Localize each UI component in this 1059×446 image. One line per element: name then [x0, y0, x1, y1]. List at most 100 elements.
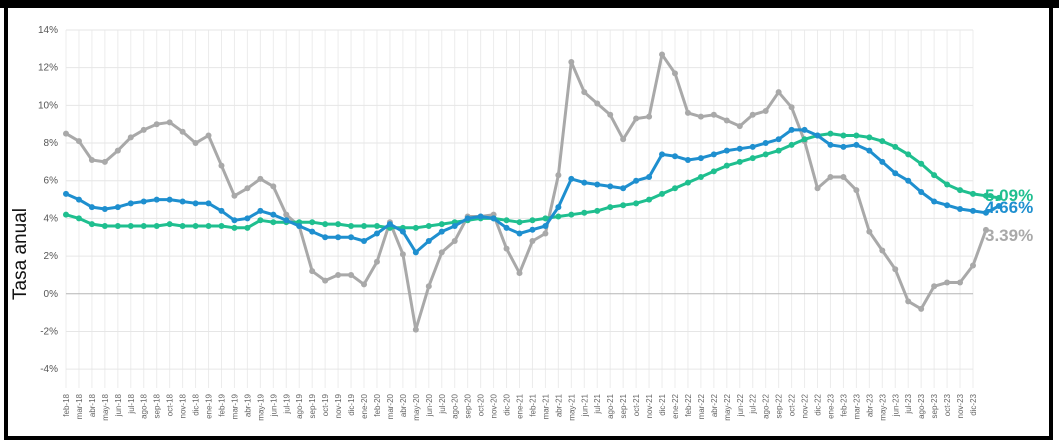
data-point: [309, 219, 316, 226]
data-point: [892, 143, 899, 150]
data-point: [244, 224, 251, 231]
data-point: [283, 217, 290, 224]
data-point: [153, 196, 160, 203]
data-point: [710, 111, 717, 118]
x-tick-label: mar-23: [852, 393, 861, 419]
data-point: [659, 151, 666, 158]
x-tick-label: jun-18: [114, 393, 123, 417]
x-tick-label: ago-20: [451, 393, 460, 418]
data-point: [775, 89, 782, 96]
data-point: [127, 134, 134, 141]
data-point: [697, 113, 704, 120]
x-tick-label: nov-19: [334, 393, 343, 418]
data-point: [88, 157, 95, 164]
x-tick-label: ene-20: [360, 393, 369, 418]
x-tick-label: sep-21: [619, 393, 628, 418]
x-tick-label: feb-21: [528, 393, 537, 416]
data-point: [931, 283, 938, 290]
x-tick-label: sep-18: [153, 393, 162, 418]
series-2: [63, 51, 989, 333]
data-point: [192, 222, 199, 229]
data-point: [205, 200, 212, 207]
x-tick-label: abr-21: [554, 393, 563, 417]
x-tick-label: ago-22: [762, 393, 771, 418]
data-point: [283, 211, 290, 218]
data-point: [684, 179, 691, 186]
data-point: [581, 89, 588, 96]
data-point: [63, 130, 69, 137]
data-point: [866, 228, 873, 235]
data-point: [620, 202, 627, 209]
data-point: [684, 109, 691, 116]
x-tick-label: feb-19: [217, 393, 226, 416]
data-point: [322, 234, 329, 241]
data-point: [399, 228, 406, 235]
x-tick-label: abr-22: [710, 393, 719, 417]
x-tick-label: may-20: [412, 393, 421, 420]
data-point: [749, 111, 756, 118]
data-point: [218, 207, 225, 214]
data-point: [451, 238, 458, 245]
data-point: [464, 215, 471, 222]
x-tick-label: oct-21: [632, 393, 641, 416]
y-tick-label: 0%: [44, 289, 59, 300]
data-point: [827, 173, 834, 180]
data-point: [944, 279, 951, 286]
data-point: [801, 136, 808, 143]
x-tick-label: oct-23: [943, 393, 952, 416]
data-point: [749, 155, 756, 162]
data-point: [166, 196, 173, 203]
x-tick-label: ago-18: [140, 393, 149, 418]
data-point: [568, 175, 575, 182]
data-point: [373, 230, 380, 237]
x-tick-label: abr-23: [865, 393, 874, 417]
data-point: [529, 217, 536, 224]
data-point: [879, 247, 886, 254]
x-tick-label: feb-22: [684, 393, 693, 416]
data-point: [63, 211, 69, 218]
data-point: [373, 222, 380, 229]
data-point: [516, 219, 523, 226]
data-point: [697, 155, 704, 162]
x-tick-label: jul-19: [282, 393, 291, 414]
data-point: [257, 207, 264, 214]
data-point: [607, 183, 614, 190]
data-point: [88, 204, 95, 211]
data-point: [944, 181, 951, 188]
y-tick-label: 12%: [38, 63, 58, 74]
data-point: [101, 158, 108, 165]
x-tick-label: dic-20: [503, 393, 512, 415]
data-point: [646, 196, 653, 203]
x-tick-label: jul-20: [438, 393, 447, 414]
data-point: [101, 206, 108, 212]
x-tick-label: jun-20: [425, 393, 434, 417]
x-tick-label: ene-19: [205, 393, 214, 418]
y-tick-label: -2%: [40, 326, 58, 337]
data-point: [594, 100, 601, 107]
data-point: [646, 113, 653, 120]
data-point: [982, 209, 989, 216]
data-point: [438, 228, 445, 235]
data-point: [762, 151, 769, 158]
data-point: [218, 162, 225, 169]
data-point: [114, 147, 121, 154]
data-point: [892, 266, 899, 273]
data-point: [63, 190, 69, 197]
y-axis-ticks: 14% 12% 10% 8% 6% 4% 2% 0% -2% -4%: [38, 25, 58, 375]
data-point: [270, 183, 277, 190]
data-point: [516, 270, 523, 277]
data-point: [322, 277, 329, 284]
series-end-label: 3.39%: [985, 226, 1033, 245]
data-point: [918, 189, 925, 196]
data-point: [231, 217, 238, 224]
data-point: [361, 222, 368, 229]
series-line: [65, 53, 988, 332]
x-tick-label: sep-22: [775, 393, 784, 418]
x-tick-label: sep-20: [464, 393, 473, 418]
data-point: [905, 177, 912, 184]
x-tick-label: may-19: [256, 393, 265, 420]
data-point: [788, 141, 795, 148]
data-point: [179, 222, 186, 229]
data-point: [633, 177, 640, 184]
data-point: [542, 230, 549, 237]
